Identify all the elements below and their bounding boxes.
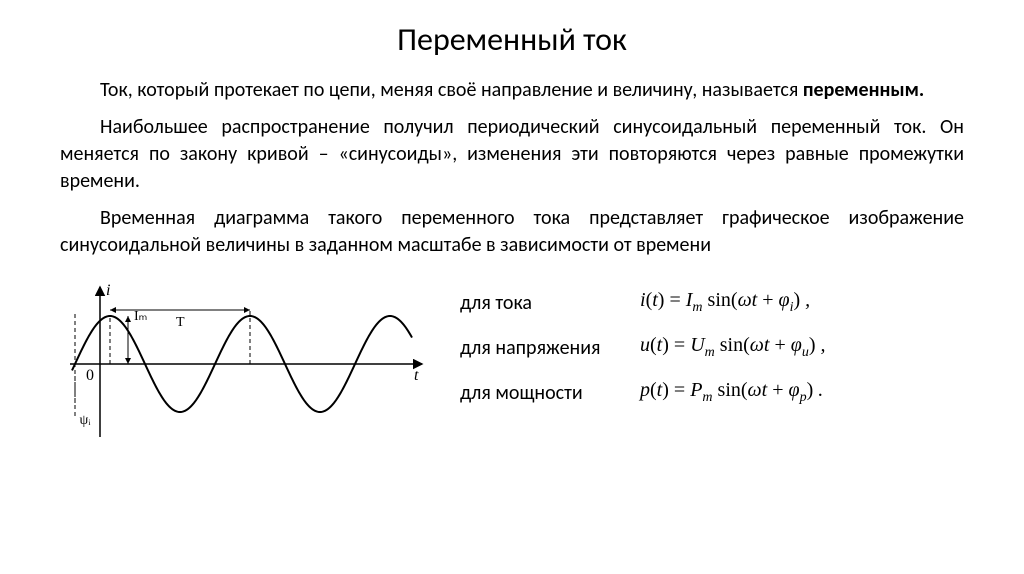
equation-label-0: для тока bbox=[460, 291, 640, 315]
equation-formula-2: p(t) = Pm sin(ωt + φp) . bbox=[640, 379, 823, 406]
svg-text:ψᵢ: ψᵢ bbox=[80, 413, 92, 428]
equation-label-2: для мощности bbox=[460, 381, 640, 405]
paragraph-2: Наибольшее распространение получил перио… bbox=[60, 114, 964, 195]
p1-bold: переменным. bbox=[803, 78, 924, 102]
equation-row-2: для мощностиp(t) = Pm sin(ωt + φp) . bbox=[460, 379, 964, 406]
equation-formula-0: i(t) = Im sin(ωt + φi) , bbox=[640, 289, 810, 316]
sine-chart-svg: i t 0 Iₘ Tψᵢ bbox=[60, 279, 430, 449]
svg-text:Iₘ: Iₘ bbox=[134, 309, 147, 324]
equation-formula-1: u(t) = Um sin(ωt + φu) , bbox=[640, 334, 826, 361]
svg-text:T: T bbox=[176, 315, 185, 330]
page-title: Переменный ток bbox=[60, 20, 964, 59]
equation-row-0: для токаi(t) = Im sin(ωt + φi) , bbox=[460, 289, 964, 316]
svg-text:0: 0 bbox=[86, 367, 94, 384]
svg-text:i: i bbox=[106, 282, 110, 299]
equations: для токаi(t) = Im sin(ωt + φi) ,для напр… bbox=[430, 269, 964, 424]
lower-section: i t 0 Iₘ Tψᵢ для токаi(t) = Im sin(ωt + φi) … bbox=[60, 269, 964, 449]
p1-text: Ток, который протекает по цепи, меняя св… bbox=[100, 78, 803, 102]
equation-label-1: для напряжения bbox=[460, 336, 640, 360]
paragraph-3: Временная диаграмма такого переменного т… bbox=[60, 205, 964, 259]
equation-row-1: для напряженияu(t) = Um sin(ωt + φu) , bbox=[460, 334, 964, 361]
sine-chart: i t 0 Iₘ Tψᵢ bbox=[60, 269, 430, 449]
paragraph-1: Ток, который протекает по цепи, меняя св… bbox=[60, 77, 964, 104]
svg-text:t: t bbox=[414, 367, 419, 384]
